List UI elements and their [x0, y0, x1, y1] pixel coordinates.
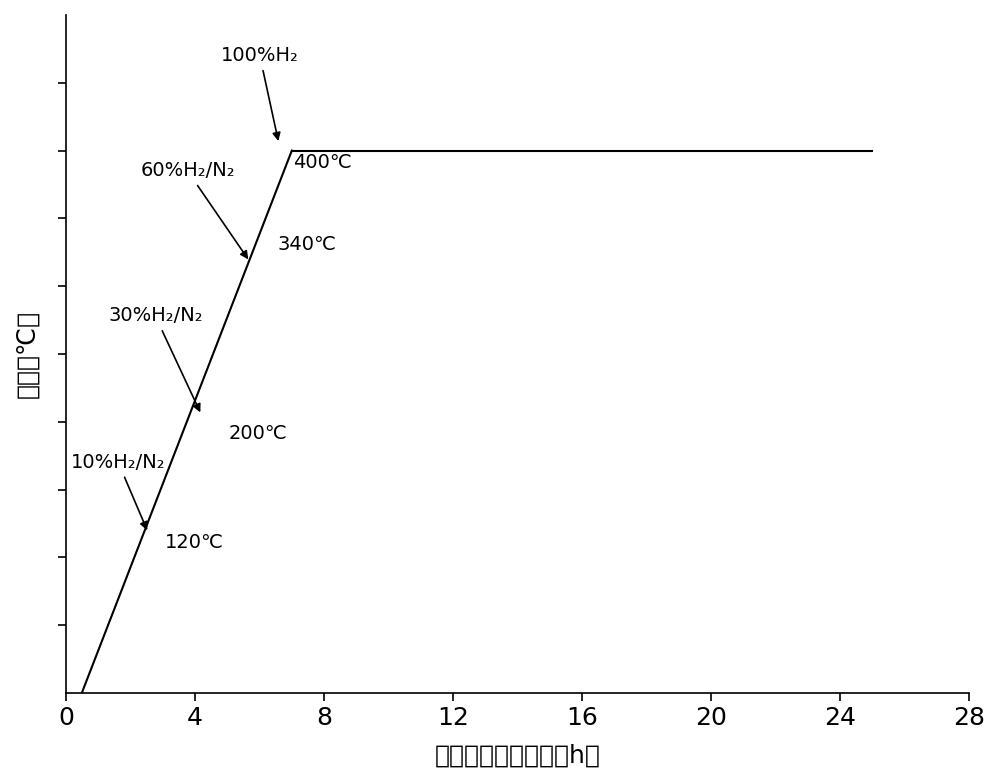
- Y-axis label: 温度（℃）: 温度（℃）: [15, 310, 39, 398]
- Text: 10%H₂/N₂: 10%H₂/N₂: [71, 453, 166, 529]
- Text: 60%H₂/N₂: 60%H₂/N₂: [140, 161, 247, 258]
- Text: 400℃: 400℃: [293, 153, 352, 172]
- Text: 120℃: 120℃: [164, 533, 223, 552]
- Text: 200℃: 200℃: [229, 424, 288, 443]
- Text: 100%H₂: 100%H₂: [221, 46, 299, 139]
- Text: 340℃: 340℃: [277, 235, 336, 254]
- Text: 30%H₂/N₂: 30%H₂/N₂: [108, 306, 203, 411]
- X-axis label: 氢气还原反应时间（h）: 氢气还原反应时间（h）: [435, 744, 600, 768]
